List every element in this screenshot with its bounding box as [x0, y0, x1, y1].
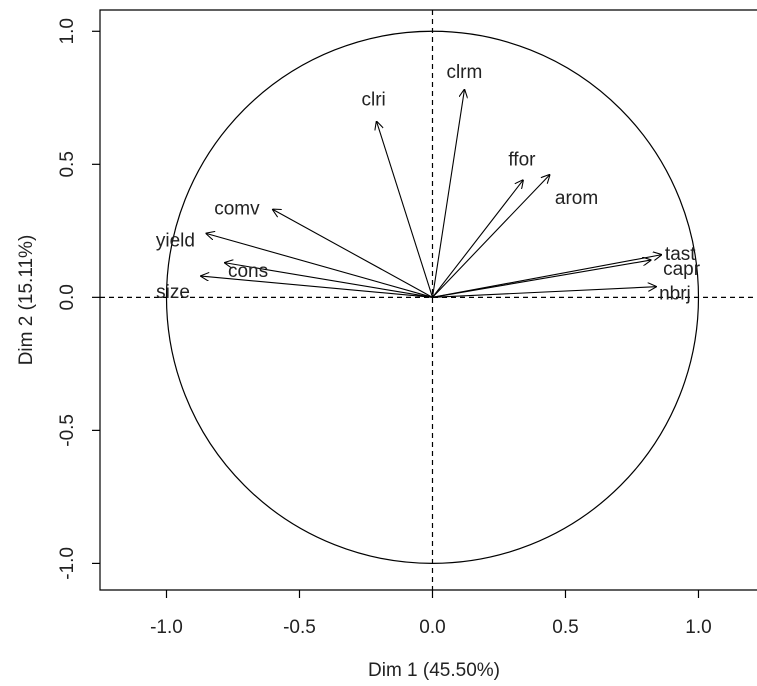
variable-label-tast: tast — [665, 244, 696, 265]
variable-arrow-size — [201, 276, 433, 298]
variable-arrow-tast — [432, 255, 661, 298]
x-tick-label: 1.0 — [685, 617, 711, 638]
variable-label-comv: comv — [214, 199, 260, 220]
plot-frame — [99, 9, 757, 591]
variable-arrow-clrm — [431, 90, 464, 298]
variable-label-nbrj: nbrj — [659, 284, 691, 305]
variable-label-cons: cons — [228, 261, 268, 282]
x-tick-label: 0.0 — [419, 617, 445, 638]
x-axis-title: Dim 1 (45.50%) — [368, 660, 500, 681]
variable-label-arom: arom — [555, 188, 598, 209]
y-tick-label: 0.5 — [57, 151, 78, 177]
variable-arrow-comv — [273, 210, 433, 298]
variable-arrow-clri — [377, 122, 434, 298]
x-tick-label: 0.5 — [552, 617, 578, 638]
y-axis-title: Dim 2 (15.11%) — [16, 235, 37, 366]
y-tick-label: -1.0 — [57, 547, 78, 580]
y-tick-label: 1.0 — [57, 18, 78, 44]
variable-label-clri: clri — [361, 90, 385, 111]
variable-label-clrm: clrm — [446, 62, 482, 83]
marks-layer: clrm clri ffor arom comv yield cons size tastcap… — [156, 62, 701, 305]
variable-label-size: size — [156, 282, 190, 303]
variable-label-ffor: ffor — [508, 149, 536, 170]
unit-circle — [165, 30, 700, 564]
variable-label-yield: yield — [156, 230, 195, 251]
variable-arrow-cons — [225, 263, 433, 298]
axes-layer: -1.0 -0.5 0.0 0.5 1.0 -1.0 -0.5 0.0 0.5 1.0 — [57, 9, 757, 638]
variable-arrow-yield — [206, 233, 433, 298]
variable-arrow-arom — [432, 175, 549, 298]
variable-arrow-capr — [432, 260, 650, 298]
x-tick-label: -0.5 — [283, 617, 316, 638]
variable-label-capr: capr — [663, 259, 701, 280]
y-tick-label: -0.5 — [57, 414, 78, 447]
variable-arrow-ffor — [432, 180, 522, 298]
variable-arrow-nbrj — [432, 287, 655, 298]
x-tick-label: -1.0 — [150, 617, 183, 638]
y-tick-label: 0.0 — [57, 284, 78, 310]
